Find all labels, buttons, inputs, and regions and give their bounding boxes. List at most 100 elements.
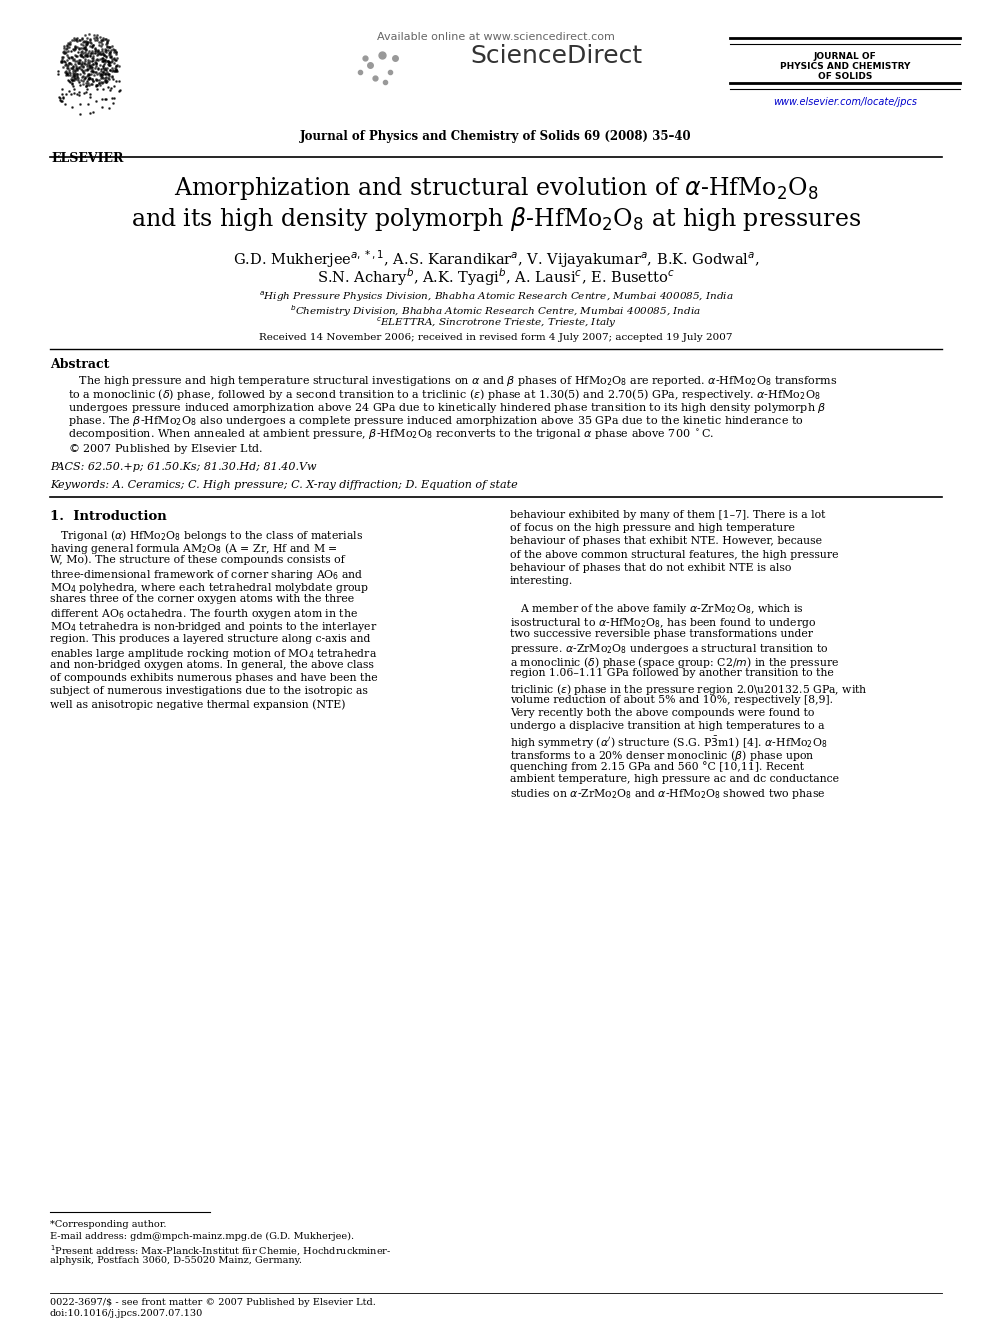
Point	[62, 61, 77, 82]
Point	[79, 54, 95, 75]
Point	[67, 60, 83, 81]
Text: W, Mo). The structure of these compounds consists of: W, Mo). The structure of these compounds…	[50, 554, 345, 565]
Point	[102, 79, 118, 101]
Point	[77, 53, 93, 74]
Point	[67, 56, 83, 77]
Point	[107, 49, 123, 70]
Point	[105, 93, 121, 114]
Point	[97, 71, 113, 93]
Point	[94, 34, 110, 56]
Point	[93, 64, 109, 85]
Point	[101, 44, 117, 65]
Point	[77, 32, 93, 53]
Point	[85, 61, 101, 82]
Point	[92, 48, 108, 69]
Point	[78, 30, 94, 52]
Text: doi:10.1016/j.jpcs.2007.07.130: doi:10.1016/j.jpcs.2007.07.130	[50, 1308, 203, 1318]
Point	[64, 66, 80, 87]
Point	[98, 46, 114, 67]
Point	[90, 40, 106, 61]
Point	[76, 37, 92, 58]
Point	[101, 69, 117, 90]
Point	[60, 64, 75, 85]
Point	[74, 60, 90, 81]
Point	[74, 42, 90, 64]
Point	[65, 61, 81, 82]
Point	[62, 32, 77, 53]
Point	[76, 62, 92, 83]
Point	[98, 41, 114, 62]
Point	[75, 62, 91, 83]
Point	[90, 40, 106, 61]
Point	[77, 41, 93, 62]
Text: Very recently both the above compounds were found to: Very recently both the above compounds w…	[510, 708, 814, 718]
Point	[71, 94, 87, 115]
Point	[106, 41, 122, 62]
Point	[68, 28, 84, 49]
Point	[100, 64, 116, 85]
Point	[68, 64, 84, 85]
Text: The high pressure and high temperature structural investigations on $\alpha$ and: The high pressure and high temperature s…	[68, 374, 837, 388]
Point	[71, 52, 87, 73]
Point	[73, 56, 89, 77]
Point	[60, 65, 75, 86]
Point	[93, 44, 109, 65]
Point	[93, 67, 109, 89]
Point	[101, 97, 117, 118]
Point	[79, 65, 95, 86]
Text: volume reduction of about 5% and 10%, respectively [8,9].: volume reduction of about 5% and 10%, re…	[510, 695, 833, 705]
Point	[81, 69, 97, 90]
Point	[61, 48, 76, 69]
Point	[57, 94, 72, 115]
Point	[55, 87, 70, 108]
Point	[96, 69, 112, 90]
Point	[94, 41, 110, 62]
Text: ambient temperature, high pressure ac and dc conductance: ambient temperature, high pressure ac an…	[510, 774, 839, 785]
Point	[90, 58, 106, 79]
Point	[80, 67, 96, 89]
Point	[80, 22, 96, 44]
Point	[89, 45, 105, 66]
Point	[82, 57, 98, 78]
Point	[59, 62, 74, 83]
Point	[79, 75, 95, 97]
Point	[98, 66, 114, 87]
Point	[95, 56, 111, 77]
Point	[85, 42, 101, 64]
Point	[71, 58, 87, 79]
Point	[84, 73, 100, 94]
Point	[96, 62, 112, 83]
Point	[65, 38, 81, 60]
Point	[108, 50, 124, 71]
Point	[66, 70, 82, 91]
Point	[104, 57, 120, 78]
Point	[71, 29, 87, 50]
Point	[62, 70, 77, 91]
Point	[109, 61, 125, 82]
Text: MO$_4$ polyhedra, where each tetrahedral molybdate group: MO$_4$ polyhedra, where each tetrahedral…	[50, 581, 369, 595]
Text: to a monoclinic ($\delta$) phase, followed by a second transition to a triclinic: to a monoclinic ($\delta$) phase, follow…	[68, 388, 820, 402]
Point	[53, 87, 68, 108]
Point	[58, 54, 73, 75]
Point	[106, 49, 122, 70]
Point	[69, 28, 85, 49]
Point	[96, 45, 112, 66]
Text: interesting.: interesting.	[510, 576, 573, 586]
Point	[74, 56, 90, 77]
Point	[56, 87, 71, 108]
Point	[87, 62, 103, 83]
Point	[103, 78, 119, 99]
Point	[98, 70, 114, 91]
Point	[63, 69, 79, 90]
Point	[104, 50, 120, 71]
Point	[91, 73, 107, 94]
Point	[105, 38, 121, 60]
Point	[72, 103, 88, 124]
Text: MO$_4$ tetrahedra is non-bridged and points to the interlayer: MO$_4$ tetrahedra is non-bridged and poi…	[50, 620, 378, 635]
Point	[94, 49, 110, 70]
Text: $^c$ELETTRA, Sincrotrone Trieste, Trieste, Italy: $^c$ELETTRA, Sincrotrone Trieste, Triest…	[376, 316, 616, 331]
Point	[83, 42, 99, 64]
Point	[102, 41, 118, 62]
Point	[98, 89, 114, 110]
Point	[95, 42, 111, 64]
